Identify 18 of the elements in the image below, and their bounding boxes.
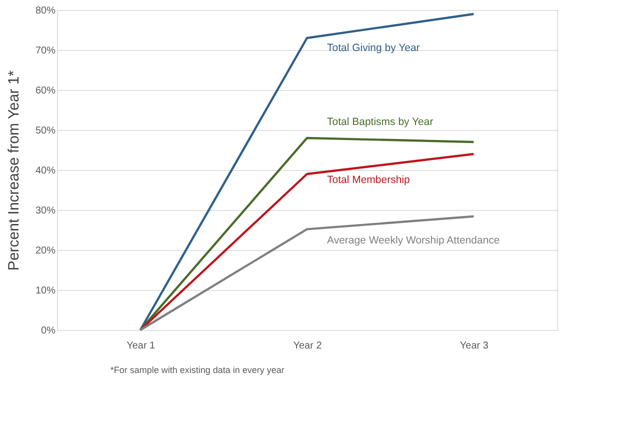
y-tick-label: 30% xyxy=(35,206,56,216)
series-label: Average Weekly Worship Attendance xyxy=(327,234,500,246)
x-tick-label: Year 2 xyxy=(293,340,322,352)
y-tick-label: 20% xyxy=(35,246,56,256)
x-tick-label: Year 1 xyxy=(126,340,156,352)
y-tick-label: 0% xyxy=(41,326,56,336)
y-axis-title: Percent Increase from Year 1* xyxy=(5,70,22,271)
series-label: Total Baptisms by Year xyxy=(327,116,434,128)
series-label: Total Membership xyxy=(327,174,410,186)
text: *For sample with existing data in every year xyxy=(110,365,284,375)
y-tick-label: 60% xyxy=(35,86,56,96)
series-label: Total Giving by Year xyxy=(327,42,420,54)
y-tick-label: 40% xyxy=(35,166,56,176)
y-tick-label: 80% xyxy=(35,6,56,16)
y-tick-label: 10% xyxy=(35,286,56,296)
x-tick-label: Year 3 xyxy=(460,340,489,352)
y-tick-label: 50% xyxy=(35,126,56,136)
y-tick-label: 70% xyxy=(35,46,56,56)
